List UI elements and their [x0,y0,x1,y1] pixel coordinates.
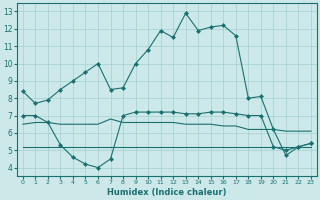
X-axis label: Humidex (Indice chaleur): Humidex (Indice chaleur) [107,188,227,197]
